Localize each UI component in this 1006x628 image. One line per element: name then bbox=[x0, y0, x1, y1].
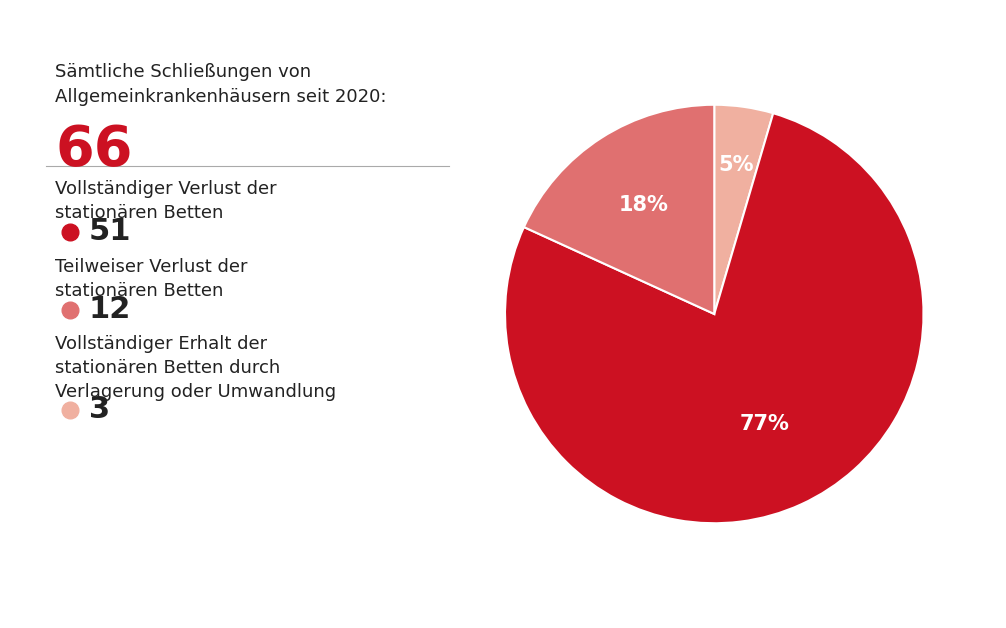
Text: 3: 3 bbox=[89, 396, 110, 425]
Text: Vollständiger Verlust der: Vollständiger Verlust der bbox=[55, 180, 277, 198]
Text: 66: 66 bbox=[55, 123, 133, 177]
Text: 18%: 18% bbox=[619, 195, 669, 215]
Text: 77%: 77% bbox=[739, 414, 790, 435]
Text: 12: 12 bbox=[89, 296, 131, 325]
Text: 51: 51 bbox=[89, 217, 131, 247]
Wedge shape bbox=[505, 113, 924, 523]
Text: Vollständiger Erhalt der: Vollständiger Erhalt der bbox=[55, 335, 268, 353]
Text: Allgemeinkrankenhäusern seit 2020:: Allgemeinkrankenhäusern seit 2020: bbox=[55, 88, 387, 106]
Text: Verlagerung oder Umwandlung: Verlagerung oder Umwandlung bbox=[55, 383, 336, 401]
Text: Teilweiser Verlust der: Teilweiser Verlust der bbox=[55, 258, 247, 276]
Wedge shape bbox=[524, 105, 714, 314]
Wedge shape bbox=[714, 105, 774, 314]
Text: 5%: 5% bbox=[718, 155, 753, 175]
Text: Sämtliche Schließungen von: Sämtliche Schließungen von bbox=[55, 63, 312, 81]
Text: stationären Betten durch: stationären Betten durch bbox=[55, 359, 281, 377]
Text: stationären Betten: stationären Betten bbox=[55, 282, 223, 300]
Text: stationären Betten: stationären Betten bbox=[55, 204, 223, 222]
